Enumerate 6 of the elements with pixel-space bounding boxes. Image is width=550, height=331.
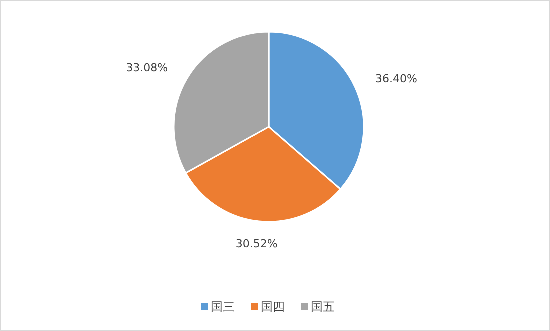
legend-label: 国三 [211,300,235,314]
data-label: 33.08% [126,62,168,75]
legend-label: 国四 [261,300,285,314]
data-label: 30.52% [236,237,278,250]
legend-label: 国五 [311,300,335,314]
data-label: 36.40% [375,72,418,86]
